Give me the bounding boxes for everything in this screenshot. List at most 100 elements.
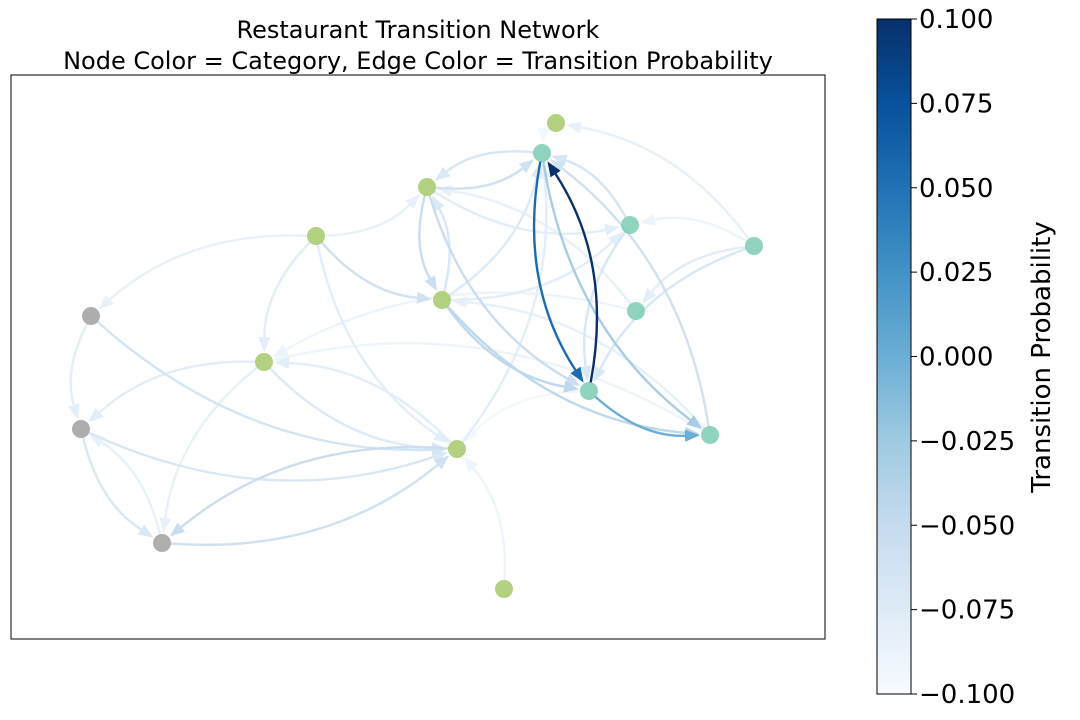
edge-line <box>320 241 419 299</box>
edge-t5-g6 <box>464 390 582 442</box>
edge-arrowhead <box>272 344 289 358</box>
edge-line <box>269 367 434 450</box>
edge-g3-g5 <box>258 241 311 352</box>
node-g2 <box>418 178 436 196</box>
colorbar-tick-label: 0.075 <box>919 89 993 119</box>
edge-line <box>564 159 627 219</box>
edge-arrowhead <box>433 429 449 444</box>
edge-line <box>100 441 162 536</box>
edge-arrowhead <box>464 427 479 442</box>
nodes-layer <box>72 114 763 598</box>
edge-a3-g6 <box>169 455 450 547</box>
edge-line <box>599 247 747 370</box>
node-g7 <box>495 580 513 598</box>
edge-line <box>169 463 439 547</box>
edge-arrowhead <box>565 121 582 134</box>
edge-arrowhead <box>607 231 623 247</box>
edge-g3-a1 <box>98 234 309 310</box>
edge-line <box>287 342 704 432</box>
edge-arrowhead <box>159 517 172 534</box>
edge-g3-g2 <box>323 194 420 237</box>
edge-g4-g2 <box>431 195 451 293</box>
edge-line <box>448 176 538 297</box>
node-a2 <box>72 420 90 438</box>
node-t5 <box>580 382 598 400</box>
edge-t6-t1 <box>549 159 710 428</box>
edge-g5-a3 <box>159 366 259 534</box>
edge-arrowhead <box>274 357 290 370</box>
edge-g4-t5 <box>446 306 580 393</box>
edge-line <box>650 245 747 293</box>
edge-line <box>180 445 450 529</box>
edge-t1-t6 <box>542 160 703 429</box>
node-a3 <box>153 534 171 552</box>
node-a1 <box>82 307 100 325</box>
edges-layer <box>68 121 750 582</box>
edge-arrowhead <box>518 159 535 174</box>
node-g4 <box>433 291 451 309</box>
edge-line <box>560 167 710 428</box>
edge-arrowhead <box>258 336 271 352</box>
colorbar-tick-label: −0.025 <box>919 427 1015 457</box>
edge-arrowhead <box>463 456 478 472</box>
edge-line <box>653 216 748 243</box>
edge-g3-g4 <box>320 241 432 304</box>
chart-title-line2: Node Color = Category, Edge Color = Tran… <box>63 47 773 75</box>
edge-arrowhead <box>98 295 114 310</box>
colorbar-tick-label: 0.025 <box>919 258 993 288</box>
edge-line <box>418 194 431 280</box>
edge-arrowhead <box>416 291 432 304</box>
edge-arrowhead <box>547 161 561 178</box>
node-t3 <box>621 216 639 234</box>
edge-g7-g6 <box>463 456 507 582</box>
edge-arrowhead <box>88 407 104 423</box>
node-g6 <box>448 440 466 458</box>
edge-line <box>108 234 309 301</box>
edge-arrowhead <box>433 455 450 470</box>
colorbar-tick-label: 0.100 <box>919 5 993 35</box>
node-t6 <box>701 426 719 444</box>
edge-line <box>434 167 524 190</box>
edge-g6-a3 <box>169 445 450 537</box>
colorbar-label: Transition Probability <box>1027 221 1057 493</box>
colorbar-ticks: 0.100 0.075 0.050 0.025 0.000 −0.025 −0.050 −0.… <box>911 5 1015 710</box>
edge-line <box>287 361 452 444</box>
edge-g6-g5 <box>274 357 452 444</box>
edge-line <box>542 160 692 421</box>
edge-line <box>316 243 438 436</box>
edge-line <box>446 305 687 434</box>
edge-g2-t1 <box>434 159 535 190</box>
colorbar-tick-label: −0.050 <box>919 511 1015 541</box>
edge-line <box>69 322 89 407</box>
edge-arrowhead <box>684 429 700 442</box>
edge-arrowhead <box>549 159 566 173</box>
edge-arrowhead <box>169 522 186 537</box>
edge-line <box>473 390 582 433</box>
edge-arrowhead <box>537 127 550 143</box>
colorbar-tick-label: −0.075 <box>919 596 1015 626</box>
edge-g5-a2 <box>88 360 257 423</box>
edge-line <box>594 395 687 438</box>
edge-a2-a3 <box>81 436 154 538</box>
edge-line <box>263 241 311 339</box>
edge-arrowhead <box>137 524 154 538</box>
edge-line <box>532 160 577 372</box>
edge-t2-g1 <box>565 121 750 240</box>
edge-line <box>450 189 632 306</box>
edge-arrowhead <box>405 194 420 210</box>
edge-arrowhead <box>570 366 584 383</box>
node-g1 <box>547 114 565 132</box>
edge-t5-t6 <box>594 395 700 442</box>
edge-arrowhead <box>686 415 703 429</box>
node-g5 <box>255 353 273 371</box>
edge-line <box>438 207 451 293</box>
edge-line <box>323 203 411 237</box>
edge-g2-t3 <box>433 190 621 236</box>
edge-arrowhead <box>563 380 580 393</box>
edge-arrowhead <box>642 287 657 304</box>
edge-arrowhead <box>431 195 445 212</box>
colorbar-tick-label: −0.100 <box>919 680 1015 710</box>
edge-t3-t5 <box>579 231 626 382</box>
edge-arrowhead <box>68 403 80 420</box>
